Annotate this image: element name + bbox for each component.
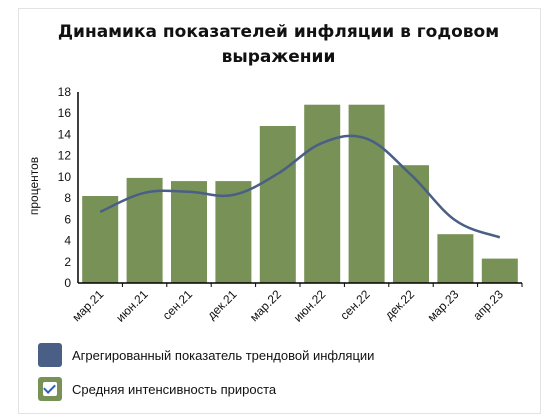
trend-line-layer <box>99 134 501 239</box>
chart-legend: Агрегированный показатель трендовой инфл… <box>38 340 374 408</box>
bar-7 <box>393 165 429 283</box>
bar-3 <box>215 181 252 283</box>
chart-title: Динамика показателей инфляции в годовом … <box>57 22 500 67</box>
legend-label-growth: Средняя интенсивность прироста <box>72 381 277 397</box>
x-tick-label: дек.21 <box>204 287 239 322</box>
y-tick-label: 14 <box>58 127 72 141</box>
y-tick-label: 18 <box>58 85 72 99</box>
legend-swatch-growth <box>38 377 62 401</box>
legend-label-trend: Агрегированный показатель трендовой инфл… <box>72 347 375 363</box>
legend-item-growth[interactable]: Средняя интенсивность прироста <box>38 374 374 404</box>
y-tick-label: 16 <box>58 106 72 120</box>
x-tick-label: дек.22 <box>382 287 417 322</box>
y-tick-label: 8 <box>64 191 71 205</box>
x-tick-label: сен.21 <box>160 287 196 323</box>
bars-layer <box>82 104 518 283</box>
bar-0 <box>82 196 119 283</box>
y-tick-label: 0 <box>64 276 71 290</box>
x-tick-label: апр.23 <box>470 287 506 323</box>
x-tick-label: сен.22 <box>337 287 373 323</box>
bar-2 <box>171 181 207 283</box>
bar-5 <box>304 104 341 283</box>
y-axis-label: процентов <box>27 157 41 215</box>
legend-item-trend[interactable]: Агрегированный показатель трендовой инфл… <box>38 340 374 370</box>
bar-8 <box>437 234 474 283</box>
checkbox-icon[interactable] <box>43 381 57 396</box>
bar-4 <box>259 126 296 283</box>
y-tick-label: 4 <box>64 234 71 248</box>
x-tick-label: мар.21 <box>69 287 106 324</box>
x-tick-label: мар.22 <box>247 287 284 324</box>
y-tick-label: 12 <box>58 149 72 163</box>
bar-6 <box>348 104 385 283</box>
legend-swatch-trend <box>38 343 62 367</box>
x-tick-label: июн.21 <box>113 287 151 325</box>
x-tick-label: июн.22 <box>291 287 329 325</box>
y-tick-label: 2 <box>64 255 71 269</box>
x-tick-label: мар.23 <box>425 287 462 324</box>
y-tick-label: 10 <box>58 170 72 184</box>
bar-9 <box>481 258 518 283</box>
y-tick-label: 6 <box>64 212 71 226</box>
trend-line <box>99 134 501 239</box>
